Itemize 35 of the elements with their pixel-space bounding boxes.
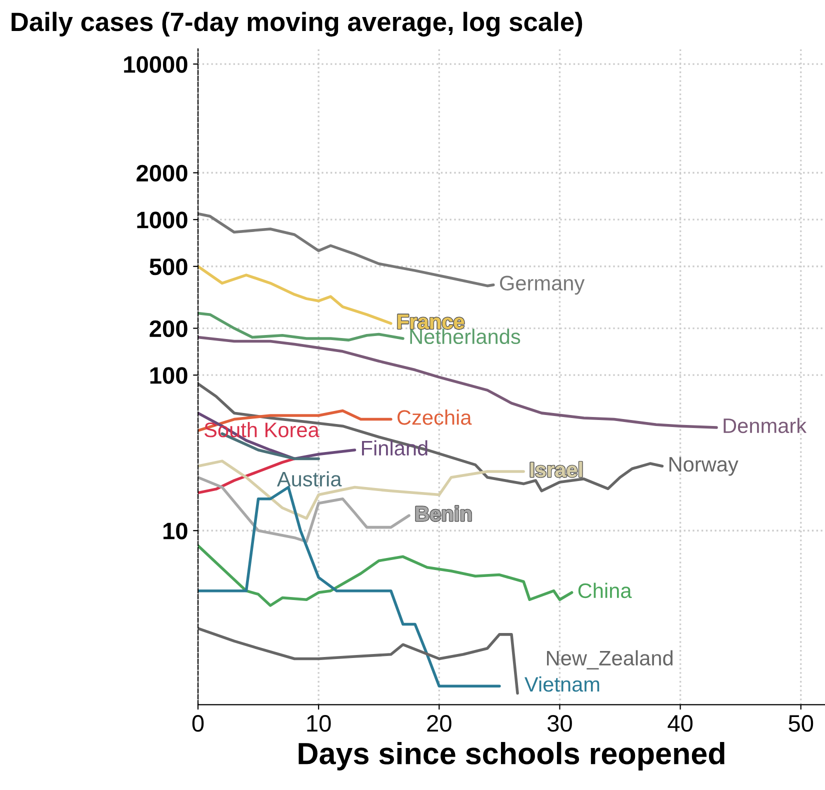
line-series (198, 627, 519, 695)
y-tick-label: 200 (150, 320, 188, 338)
x-tick-label: 50 (788, 715, 814, 732)
x-tick-label: 30 (548, 715, 572, 732)
line-series (198, 382, 664, 492)
y-tick-label: 100 (150, 367, 188, 384)
series-label: Finland (362, 440, 428, 456)
series-label: New_Zealand (547, 650, 673, 670)
y-tick-label: 2000 (136, 164, 188, 182)
series-label: Germany (500, 276, 585, 295)
series-label: Israel (530, 462, 582, 478)
x-tick-label: 10 (307, 715, 331, 732)
x-tick-label: 40 (668, 715, 693, 732)
y-tick-label: 500 (150, 258, 188, 276)
series-label: China (578, 582, 632, 598)
series-label: Norway (669, 457, 738, 476)
line-series (198, 486, 501, 688)
y-tick-label: 10 (164, 522, 188, 540)
series-label: Denmark (724, 418, 807, 434)
x-axis-title: Days since schools reopened (298, 742, 724, 770)
y-tick-label: 10000 (124, 56, 188, 73)
line-series (198, 460, 525, 520)
series-label: Austria (276, 471, 342, 487)
series-label: Czechia (398, 410, 472, 425)
line-series (198, 265, 392, 325)
y-tick-label: 1000 (137, 212, 188, 228)
series-label: Benin (416, 506, 472, 522)
series-label: France (398, 314, 464, 329)
x-tick-label: 0 (192, 715, 204, 732)
chart-title: Daily cases (7-day moving average, log scale) (12, 12, 582, 37)
series-label: Netherlands (410, 328, 520, 344)
line-series (198, 212, 495, 288)
x-tick-label: 20 (427, 715, 452, 732)
series-label: Vietnam (524, 676, 600, 692)
line-series (198, 544, 574, 607)
